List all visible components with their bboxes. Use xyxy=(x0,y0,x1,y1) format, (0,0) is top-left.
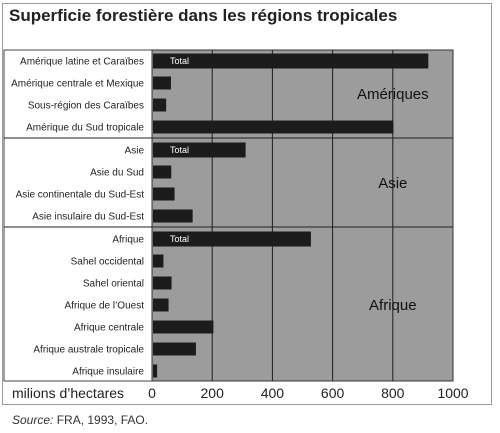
bar xyxy=(153,76,171,90)
category-label: Afrique de l’Ouest xyxy=(65,301,145,312)
bar xyxy=(153,254,164,268)
category-label: Afrique australe tropicale xyxy=(33,345,144,356)
category-label: Asie xyxy=(125,146,145,157)
category-label: Asie du Sud xyxy=(90,168,144,179)
bar xyxy=(153,53,429,69)
x-tick-label: 400 xyxy=(261,385,285,401)
bar xyxy=(153,187,175,201)
bar xyxy=(153,364,158,378)
x-tick-label: 600 xyxy=(321,385,345,401)
x-tick-label: 0 xyxy=(148,385,156,401)
category-label: Amérique latine et Caraïbes xyxy=(20,57,144,68)
source-text: FRA, 1993, FAO. xyxy=(56,413,149,427)
total-label: Total xyxy=(170,56,189,66)
source-label: Source: xyxy=(12,413,54,427)
chart-title: Superficie forestière dans les régions t… xyxy=(9,6,398,25)
category-label: Asie insulaire du Sud-Est xyxy=(32,212,144,223)
region-label: Afrique xyxy=(369,297,417,314)
bar xyxy=(153,298,169,312)
category-label: Sous-région des Caraïbes xyxy=(28,101,144,112)
x-axis-label: milions d’hectares xyxy=(12,385,124,401)
total-label: Total xyxy=(170,234,189,244)
bar xyxy=(153,142,246,158)
region-label: Amériques xyxy=(357,86,429,103)
total-label: Total xyxy=(170,145,189,155)
x-tick-label: 200 xyxy=(201,385,225,401)
bar xyxy=(153,231,311,247)
category-label: Sahel oriental xyxy=(83,279,144,290)
bar xyxy=(153,120,394,134)
source-note: Source: FRA, 1993, FAO. xyxy=(12,413,148,427)
category-label: Sahel occidental xyxy=(71,257,144,268)
x-tick-label: 1000 xyxy=(437,385,468,401)
bar xyxy=(153,320,214,334)
bar xyxy=(153,276,172,290)
region-label: Asie xyxy=(378,175,407,192)
bar xyxy=(153,165,172,179)
category-label: Afrique xyxy=(112,235,144,246)
category-label-panel xyxy=(3,49,153,382)
category-label: Afrique centrale xyxy=(74,323,144,334)
category-label: Amérique du Sud tropicale xyxy=(26,123,144,134)
bar xyxy=(153,209,193,223)
category-label: Amérique centrale et Mexique xyxy=(11,79,144,90)
x-tick-label: 800 xyxy=(381,385,405,401)
category-label: Afrique insulaire xyxy=(72,367,144,378)
bar xyxy=(153,98,167,112)
category-label: Asie continentale du Sud-Est xyxy=(16,190,145,201)
bar xyxy=(153,342,196,356)
